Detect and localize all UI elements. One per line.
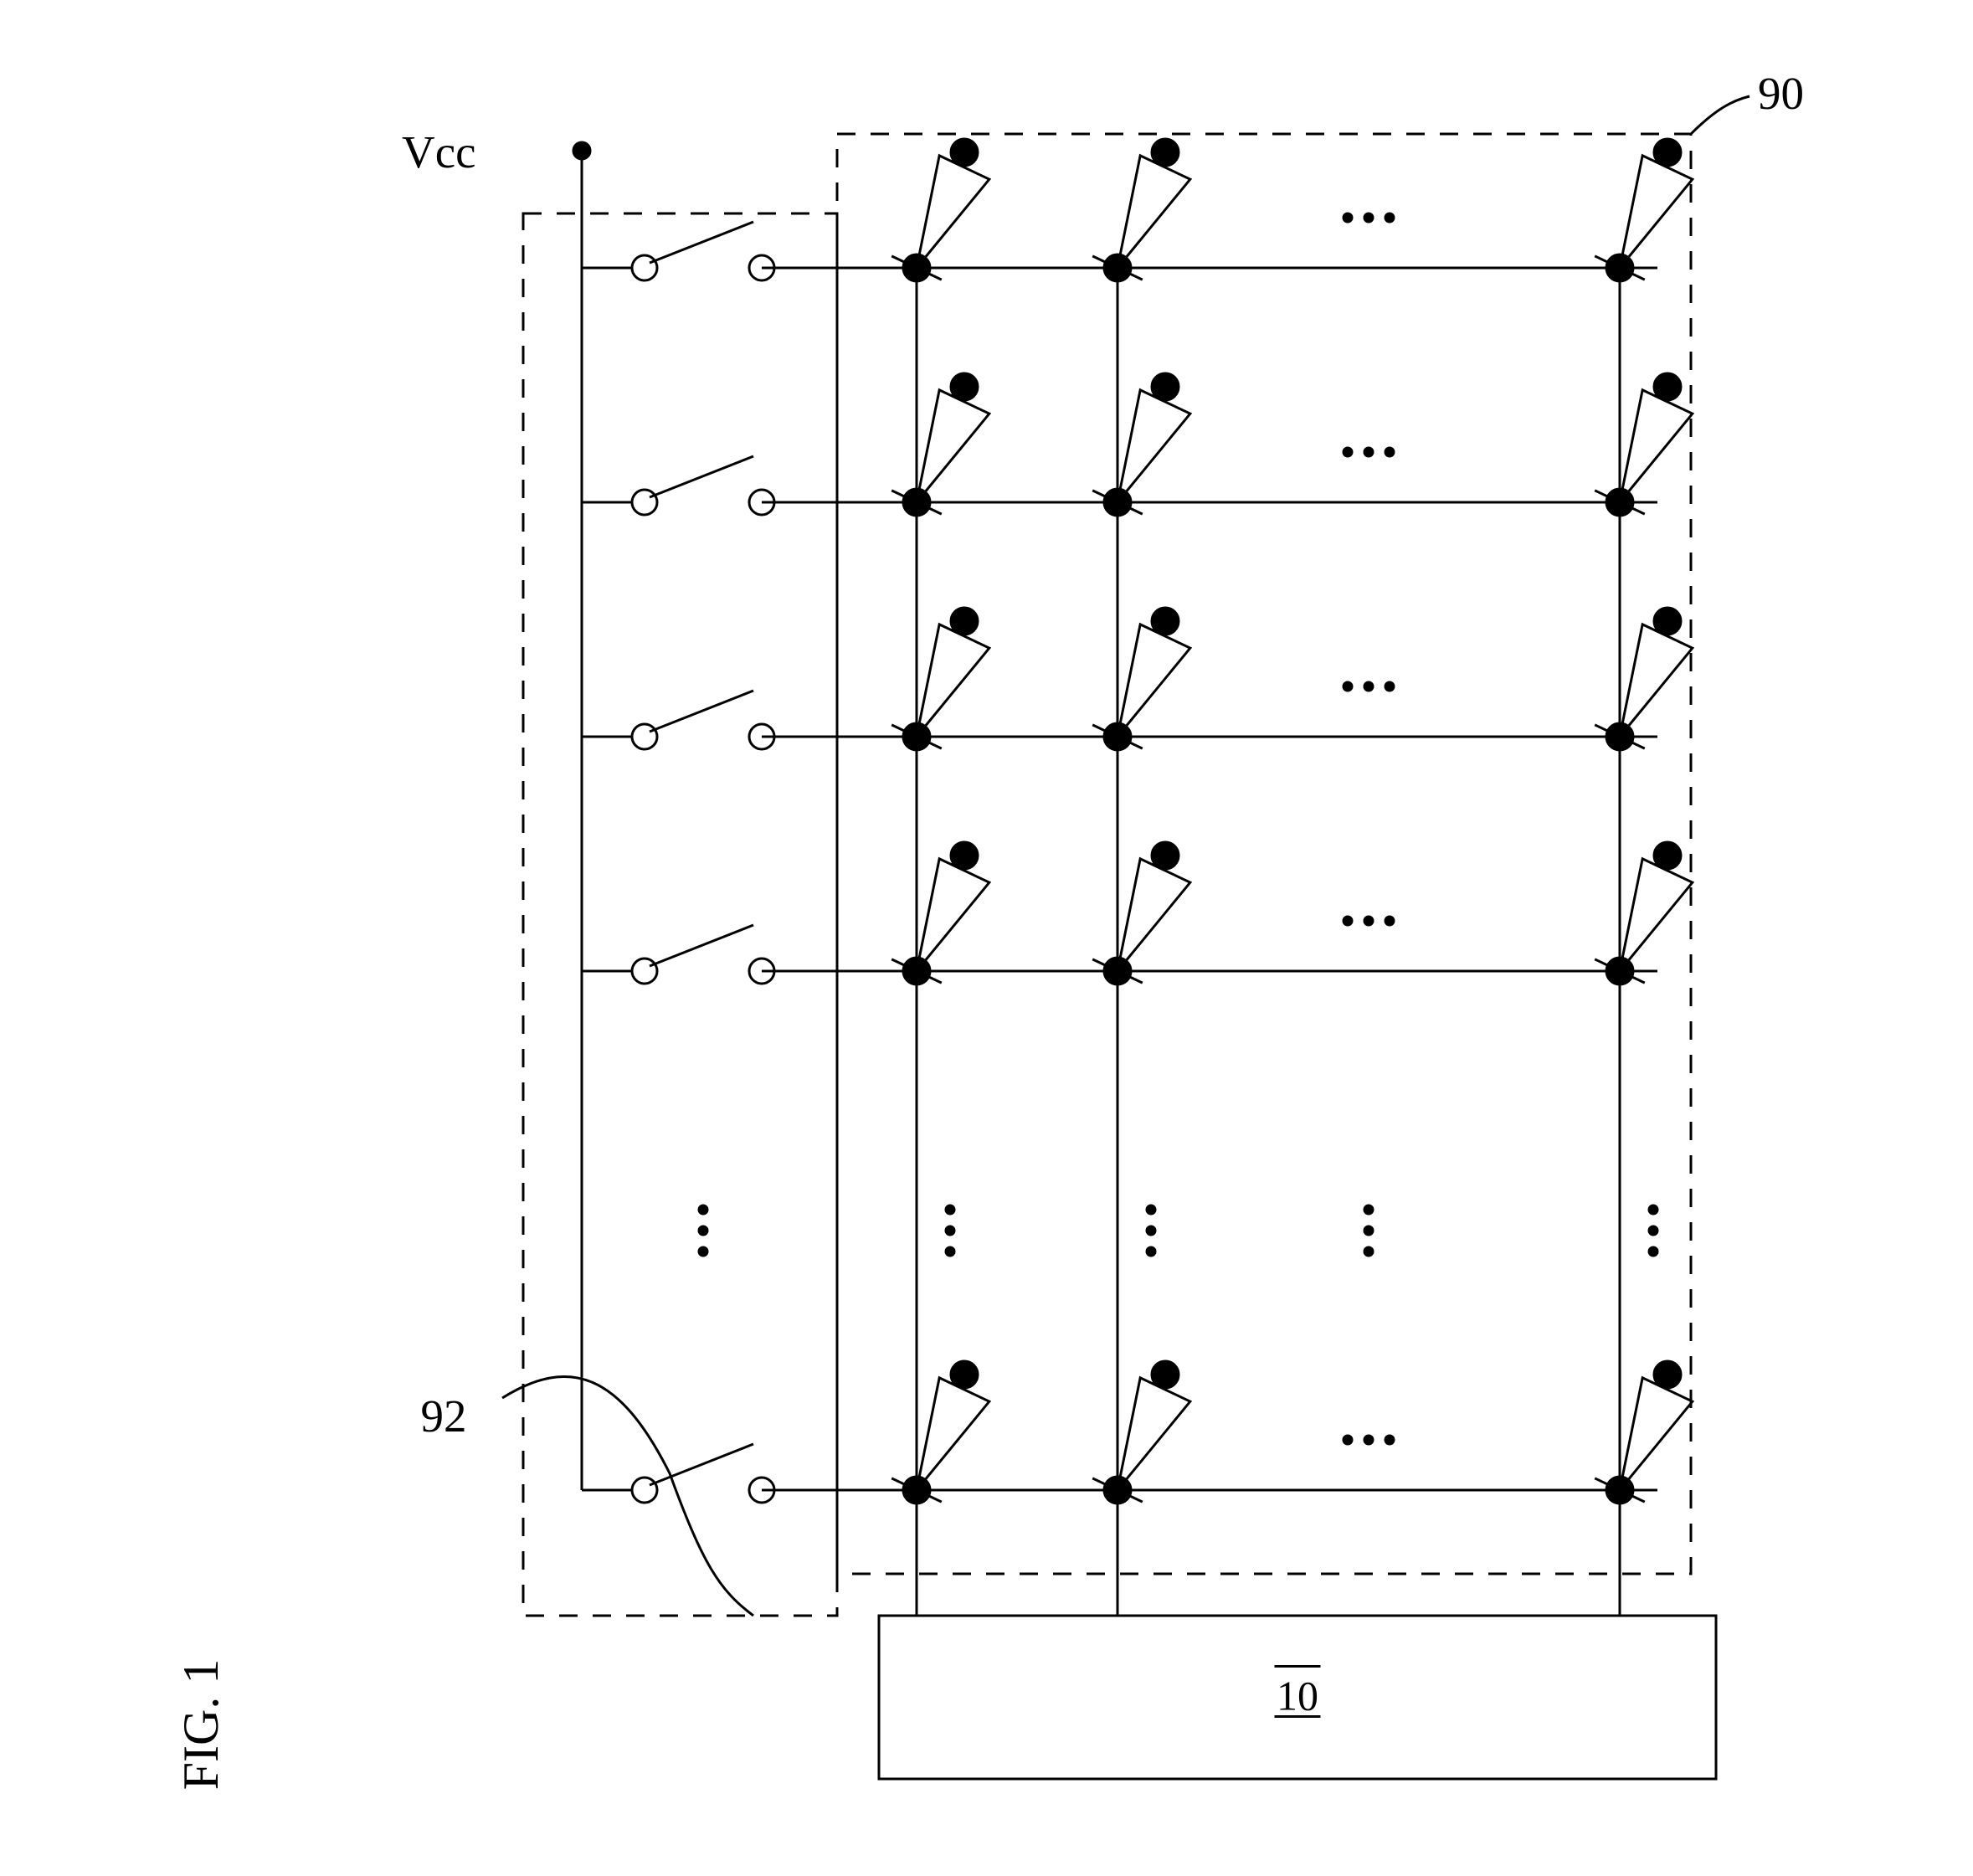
ref-label-10: 10 (1277, 1673, 1318, 1719)
figure-caption: FIG. 1 (173, 1659, 229, 1791)
ref-label-92: 92 (421, 1390, 467, 1442)
ref-label-90: 90 (1758, 68, 1804, 119)
vcc-label: Vcc (402, 126, 476, 177)
figure-1-schematic: FIG. 1 90 92 10 Vcc (0, 0, 1973, 1876)
